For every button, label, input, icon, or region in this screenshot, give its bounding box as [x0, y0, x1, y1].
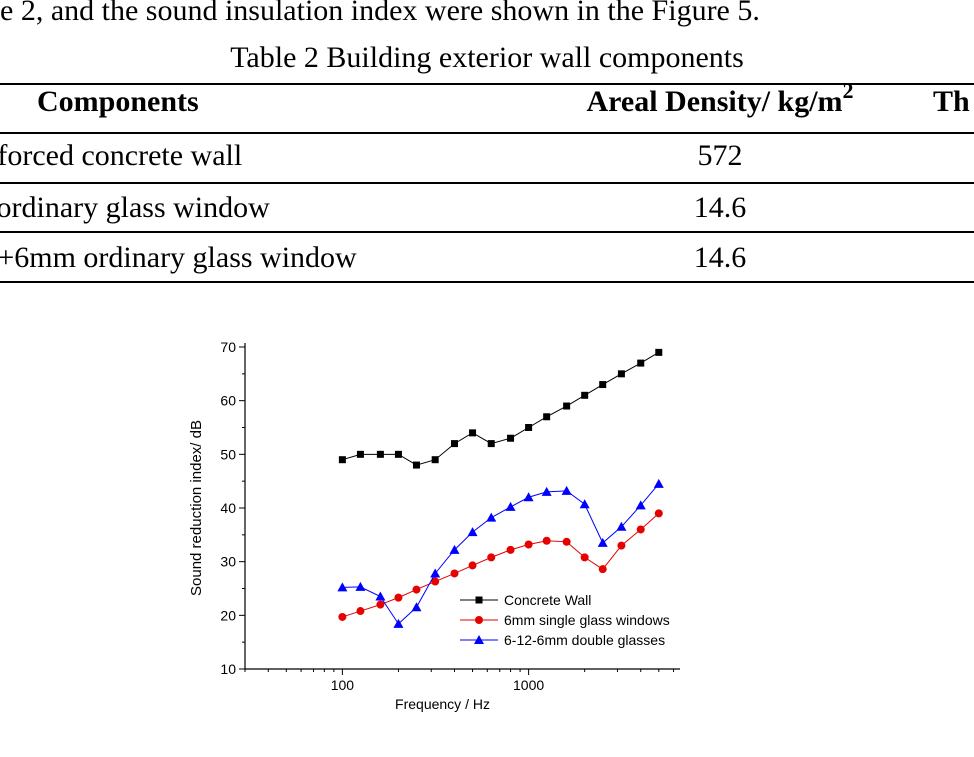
- series-1-point: [617, 370, 625, 378]
- series-2-point: [654, 509, 663, 518]
- series-1-point: [356, 450, 364, 458]
- series-1-point: [563, 402, 571, 410]
- series-1-point: [450, 440, 458, 448]
- series-3-point: [579, 499, 590, 509]
- y-tick-label: 20: [220, 607, 236, 623]
- series-3-point: [561, 485, 572, 495]
- table-row-1-component: inforced concrete wall: [0, 139, 243, 172]
- series-1-point: [581, 391, 589, 399]
- series-2-point: [450, 569, 459, 578]
- legend-marker-3: [474, 635, 484, 644]
- series-2-point: [598, 565, 607, 574]
- table-row-3-component: m+6mm ordinary glass window: [0, 241, 357, 274]
- series-3-point: [355, 581, 366, 591]
- series-3-point: [541, 486, 552, 496]
- legend-marker-2: [475, 616, 483, 624]
- series-1-point: [655, 348, 663, 356]
- chart-axes: 10 20 30 40 50 60 70 100 1000 Frequency / Hz Sound…: [188, 339, 680, 712]
- table-bottom-rule: [0, 281, 974, 283]
- series-1-point: [431, 456, 439, 464]
- y-tick-label: 60: [220, 393, 236, 409]
- chart-legend: Concrete Wall 6mm single glass windows 6-1…: [460, 592, 670, 648]
- series-3-point: [430, 568, 441, 578]
- table-row-1-density: 572: [697, 139, 743, 172]
- series-3-point: [375, 591, 386, 601]
- legend-label-3: 6-12-6mm double glasses: [504, 632, 665, 648]
- series-2-point: [542, 536, 551, 545]
- table-row-rule: [0, 182, 974, 184]
- series-line-1: [342, 351, 660, 466]
- series-2-point: [506, 545, 515, 554]
- series-1-point: [507, 434, 515, 442]
- series-1-point: [338, 456, 346, 464]
- series-2-point: [617, 541, 626, 550]
- y-axis-title: Sound reduction index/ dB: [188, 420, 205, 596]
- series-2-point: [356, 607, 365, 616]
- series-2-point: [376, 600, 385, 609]
- table-row-rule: [0, 231, 974, 233]
- header-areal-density-sup: 2: [842, 78, 854, 103]
- header-areal-density: Areal Density/ kg/m2: [545, 80, 895, 120]
- series-1-point: [599, 381, 607, 389]
- header-third-column: Th: [933, 85, 970, 118]
- table-caption: Table 2 Building exterior wall component…: [230, 41, 744, 74]
- series-2-point: [524, 540, 533, 549]
- table-row-2-component: n ordinary glass window: [0, 191, 270, 224]
- series-2-point: [636, 525, 645, 534]
- series-1-point: [412, 461, 420, 469]
- series-3-point: [597, 537, 608, 547]
- x-axis-title: Frequency / Hz: [395, 696, 490, 712]
- series-line-3: [342, 483, 660, 625]
- series-2-point: [580, 553, 589, 562]
- series-1-point: [469, 429, 477, 437]
- table-header-rule: [0, 132, 974, 134]
- table-top-rule: [0, 83, 974, 85]
- table-row-2-density: 14.6: [693, 191, 747, 224]
- series-3-point: [653, 478, 664, 488]
- series-3-point: [467, 527, 478, 537]
- chart-series: [337, 348, 664, 628]
- series-3-point: [411, 602, 422, 612]
- series-3-point: [635, 500, 646, 510]
- series-1-point: [525, 424, 533, 431]
- series-3-point: [393, 618, 404, 628]
- series-1-point: [487, 440, 495, 448]
- x-tick-label: 1000: [513, 677, 544, 693]
- series-3-point: [486, 512, 497, 522]
- sound-reduction-chart: 10 20 30 40 50 60 70 100 1000 Frequency / Hz Sound…: [188, 339, 680, 712]
- series-2-point: [562, 537, 571, 546]
- y-tick-label: 30: [220, 554, 236, 570]
- series-1-point: [376, 450, 384, 458]
- series-1-point: [637, 359, 645, 367]
- legend-marker-1: [475, 596, 483, 604]
- table-row-3-density: 14.6: [693, 241, 747, 274]
- header-areal-density-text: Areal Density/ kg/m: [586, 85, 843, 118]
- series-2-point: [338, 612, 347, 621]
- series-2-point: [487, 553, 496, 562]
- intro-paragraph: e 2, and the sound insulation index were…: [0, 0, 760, 27]
- y-tick-label: 10: [220, 661, 236, 677]
- series-1-point: [543, 413, 551, 421]
- series-3-point: [449, 544, 460, 554]
- series-1-point: [394, 450, 402, 458]
- legend-label-2: 6mm single glass windows: [504, 612, 670, 628]
- series-2-point: [412, 585, 421, 594]
- x-tick-label: 100: [331, 677, 355, 693]
- y-tick-label: 70: [220, 339, 236, 355]
- series-3-point: [505, 501, 516, 511]
- series-2-point: [468, 561, 477, 570]
- y-tick-label: 50: [220, 446, 236, 462]
- series-3-point: [523, 492, 534, 502]
- y-tick-label: 40: [220, 500, 236, 516]
- series-3-point: [337, 582, 348, 592]
- series-line-2: [342, 512, 660, 618]
- series-2-point: [394, 593, 403, 602]
- series-2-point: [431, 577, 440, 586]
- series-3-point: [616, 521, 627, 531]
- header-components: Components: [37, 85, 199, 118]
- legend-label-1: Concrete Wall: [504, 592, 591, 608]
